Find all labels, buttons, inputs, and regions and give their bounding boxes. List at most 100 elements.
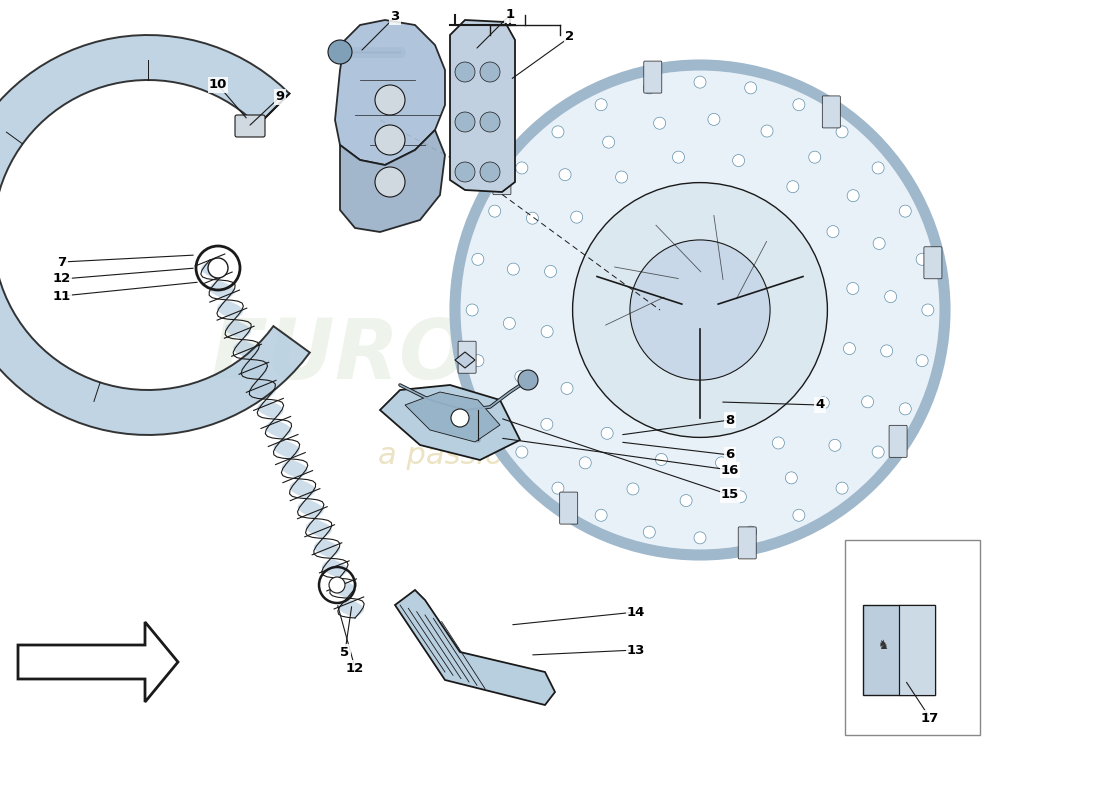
Circle shape [488,403,501,415]
Circle shape [733,154,745,166]
Polygon shape [379,385,520,460]
Circle shape [827,226,839,238]
Circle shape [656,454,668,466]
FancyBboxPatch shape [644,61,662,93]
Circle shape [544,266,557,278]
Circle shape [559,169,571,181]
Circle shape [808,151,821,163]
Polygon shape [450,20,515,192]
Circle shape [772,437,784,449]
Bar [845,540,980,735]
Text: 9: 9 [275,90,285,103]
Circle shape [793,510,805,522]
Circle shape [573,182,827,438]
Text: 14: 14 [627,606,646,618]
Text: 1: 1 [505,9,515,22]
Text: 13: 13 [627,643,646,657]
Circle shape [694,76,706,88]
FancyBboxPatch shape [458,342,476,374]
Text: 7: 7 [57,255,67,269]
Text: 5: 5 [340,646,350,658]
FancyBboxPatch shape [889,426,908,458]
Circle shape [761,125,773,137]
Circle shape [900,205,911,217]
Circle shape [208,258,228,278]
Circle shape [644,82,656,94]
Text: 3: 3 [390,10,399,23]
Circle shape [644,526,656,538]
Text: 17: 17 [921,711,939,725]
Circle shape [616,171,628,183]
Circle shape [455,162,475,182]
FancyBboxPatch shape [924,246,942,278]
Circle shape [847,282,859,294]
FancyBboxPatch shape [823,96,840,128]
Circle shape [455,62,475,82]
Text: 12: 12 [53,273,72,286]
Circle shape [922,304,934,316]
Circle shape [836,482,848,494]
Circle shape [694,532,706,544]
Circle shape [844,342,856,354]
Circle shape [375,125,405,155]
Text: EUROSPARES: EUROSPARES [210,314,829,395]
Circle shape [552,482,564,494]
Circle shape [847,190,859,202]
Circle shape [829,439,840,451]
Circle shape [472,254,484,266]
Circle shape [745,526,757,538]
Circle shape [328,40,352,64]
Circle shape [872,446,884,458]
Circle shape [480,62,501,82]
Circle shape [745,82,757,94]
Text: 6: 6 [725,449,735,462]
Text: 16: 16 [720,463,739,477]
Circle shape [630,240,770,380]
Circle shape [480,162,501,182]
Text: ♞: ♞ [878,639,889,652]
Circle shape [861,396,873,408]
Circle shape [480,112,501,132]
Polygon shape [0,35,310,435]
Circle shape [881,345,893,357]
Circle shape [872,162,884,174]
FancyBboxPatch shape [738,527,756,559]
Polygon shape [405,392,500,442]
Circle shape [451,409,469,427]
Circle shape [580,457,592,469]
Circle shape [375,167,405,197]
Circle shape [571,211,583,223]
Text: 8: 8 [725,414,735,426]
Circle shape [715,457,727,469]
Circle shape [488,205,501,217]
Circle shape [735,490,747,502]
Circle shape [527,212,538,224]
Circle shape [884,290,896,302]
Text: 12: 12 [345,662,364,674]
Circle shape [793,98,805,110]
Circle shape [507,263,519,275]
Circle shape [516,162,528,174]
Polygon shape [395,590,556,705]
Circle shape [900,403,911,415]
Text: 4: 4 [815,398,825,411]
Circle shape [518,370,538,390]
Bar [864,605,935,695]
Polygon shape [336,20,446,165]
Polygon shape [340,130,446,232]
Text: 2: 2 [565,30,574,43]
Circle shape [602,427,613,439]
Circle shape [653,118,666,130]
Circle shape [708,114,719,126]
Circle shape [375,85,405,115]
Circle shape [466,304,478,316]
Circle shape [916,354,928,366]
Circle shape [595,98,607,110]
Circle shape [627,483,639,495]
Circle shape [472,354,484,366]
Circle shape [873,238,886,250]
Polygon shape [455,352,475,368]
Polygon shape [899,605,935,695]
Text: 10: 10 [209,78,228,91]
Circle shape [541,418,553,430]
